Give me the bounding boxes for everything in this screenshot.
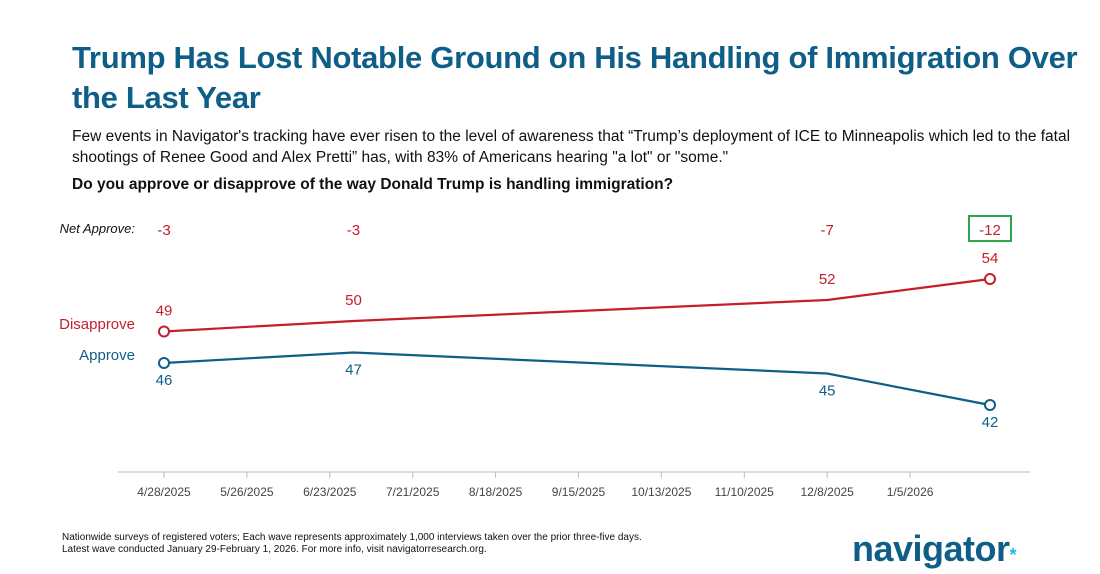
data-label: 46 <box>156 372 173 389</box>
data-label: 47 <box>345 362 362 379</box>
net-approve-label: Net Approve: <box>60 221 136 236</box>
x-tick-label: 8/18/2025 <box>469 485 523 499</box>
x-tick-label: 9/15/2025 <box>552 485 606 499</box>
footnote: Nationwide surveys of registered voters;… <box>62 532 782 556</box>
x-tick-label: 4/28/2025 <box>137 485 191 499</box>
net-approve-highlight-box <box>968 215 1012 242</box>
x-tick-label: 5/26/2025 <box>220 485 274 499</box>
data-label: 45 <box>819 383 836 400</box>
survey-question: Do you approve or disapprove of the way … <box>72 176 674 193</box>
x-tick-label: 6/23/2025 <box>303 485 357 499</box>
navigator-logo: navigator* <box>852 528 1017 570</box>
footnote-line-1: Nationwide surveys of registered voters;… <box>62 532 642 543</box>
series-marker <box>158 357 170 369</box>
net-approve-value: -7 <box>820 222 833 239</box>
chart-title: Trump Has Lost Notable Ground on His Han… <box>72 40 1078 115</box>
data-label: 52 <box>819 271 836 288</box>
x-tick-label: 12/8/2025 <box>800 485 854 499</box>
series-label-disapprove: Disapprove <box>59 316 135 333</box>
x-tick-label: 7/21/2025 <box>386 485 440 499</box>
data-label: 49 <box>156 303 173 320</box>
data-label: 42 <box>982 414 999 431</box>
data-label: 54 <box>982 250 999 267</box>
data-label: 50 <box>345 292 362 309</box>
chart-subtitle: Few events in Navigator's tracking have … <box>72 128 1071 166</box>
series-marker <box>984 399 996 411</box>
series-marker <box>984 273 996 285</box>
x-tick-label: 10/13/2025 <box>631 485 691 499</box>
x-tick-label: 1/5/2026 <box>887 485 934 499</box>
series-marker <box>158 325 170 338</box>
net-approve-value: -12 <box>979 222 1001 239</box>
net-approve-value: -3 <box>347 222 360 239</box>
series-line-approve <box>163 351 991 407</box>
brand-star-icon: * <box>1009 545 1017 565</box>
net-approve-value: -3 <box>157 222 170 239</box>
brand-name: navigator <box>852 528 1010 569</box>
footnote-line-2: Latest wave conducted January 29-Februar… <box>62 544 487 555</box>
series-line-disapprove <box>163 277 991 333</box>
x-tick-label: 11/10/2025 <box>715 485 774 499</box>
series-label-approve: Approve <box>79 347 135 364</box>
